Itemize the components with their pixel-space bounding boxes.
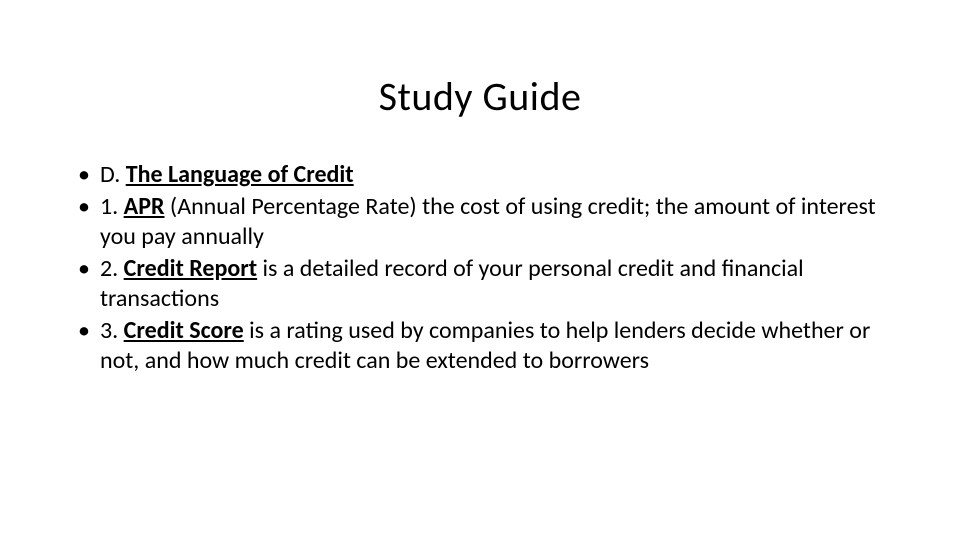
bullet-prefix: D. (100, 160, 126, 189)
bullet-rest: (Annual Percentage Rate) the cost of usi… (100, 192, 876, 251)
page-title: Study Guide (0, 72, 960, 121)
bullet-term: The Language of Credit (126, 160, 354, 189)
list-item: D. The Language of Credit (72, 160, 888, 190)
slide: Study Guide D. The Language of Credit 1.… (0, 0, 960, 540)
body-text: D. The Language of Credit 1. APR (Annual… (72, 160, 888, 378)
bullet-term: Credit Report (124, 254, 257, 283)
bullet-prefix: 2. (100, 254, 124, 283)
list-item: 1. APR (Annual Percentage Rate) the cost… (72, 192, 888, 252)
bullet-prefix: 3. (100, 316, 124, 345)
list-item: 2. Credit Report is a detailed record of… (72, 254, 888, 314)
bullet-term: Credit Score (124, 316, 244, 345)
list-item: 3. Credit Score is a rating used by comp… (72, 316, 888, 376)
bullet-term: APR (124, 192, 165, 221)
bullet-list: D. The Language of Credit 1. APR (Annual… (72, 160, 888, 376)
bullet-prefix: 1. (100, 192, 124, 221)
